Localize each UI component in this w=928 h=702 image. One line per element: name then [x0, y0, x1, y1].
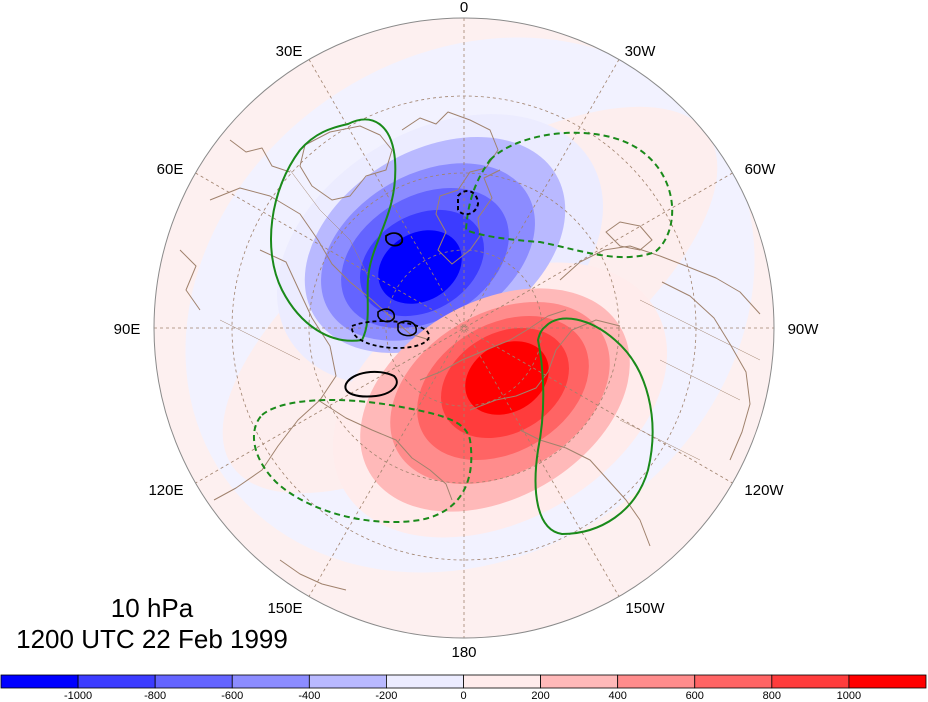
valid-time-label: 1200 UTC 22 Feb 1999 — [16, 624, 288, 654]
black-solid-tiny-2 — [397, 320, 417, 337]
lon-label-90e: 90E — [114, 321, 141, 338]
colorbar-tick-labels: -1000 -800 -600 -400 -200 0 200 400 600 800 1000 — [64, 690, 861, 702]
lon-label-30w: 30W — [625, 43, 657, 60]
political-borders — [219, 169, 761, 461]
colorbar-tick-label: 1000 — [837, 690, 861, 702]
longitude-labels: 0 30W 60W 90W 120W 150W 180 150E 120E 90… — [114, 0, 820, 661]
lon-label-120e: 120E — [148, 482, 183, 499]
globe-outline — [153, 17, 775, 639]
colorbar-tick-label: -800 — [144, 690, 166, 702]
green-dashed-contour-south — [252, 398, 473, 524]
lon-label-0: 0 — [460, 0, 468, 16]
colorbar-tick-label: -200 — [375, 690, 397, 702]
colorbar-tick-label: 0 — [460, 690, 466, 702]
colorbar: -1000 -800 -600 -400 -200 0 200 400 600 800 1000 — [0, 674, 927, 702]
negative-anomaly — [304, 136, 566, 354]
colorbar-tick-label: 800 — [763, 690, 781, 702]
colorbar-tick-label: -400 — [298, 690, 320, 702]
lon-label-120w: 120W — [744, 482, 784, 499]
anomaly-field — [154, 18, 774, 638]
lon-label-180: 180 — [451, 644, 476, 661]
lon-label-30e: 30E — [276, 43, 303, 60]
colorbar-box — [771, 674, 850, 689]
pos-ring-1000 — [465, 341, 549, 415]
colorbar-box — [463, 674, 541, 689]
black-solid-contour — [344, 370, 398, 398]
colorbar-tick-label: -1000 — [64, 690, 92, 702]
colorbar-box — [540, 674, 619, 689]
lon-label-60e: 60E — [157, 161, 184, 178]
colorbar-tick-label: 400 — [608, 690, 626, 702]
black-solid-small — [385, 232, 404, 247]
colorbar-box — [386, 674, 464, 689]
lon-label-150e: 150E — [267, 600, 302, 617]
colorbar-box — [308, 674, 387, 689]
colorbar-box — [231, 674, 310, 689]
lon-label-150w: 150W — [625, 600, 665, 617]
map-title: 10 hPa 1200 UTC 22 Feb 1999 — [16, 593, 288, 654]
green-solid-contour-east — [534, 317, 654, 536]
colorbar-tick-label: 600 — [686, 690, 704, 702]
colorbar-box — [77, 674, 156, 689]
lon-label-90w: 90W — [788, 321, 820, 338]
colorbar-box — [848, 674, 927, 689]
colorbar-box — [0, 674, 79, 689]
colorbar-box — [154, 674, 233, 689]
black-contours — [344, 189, 480, 398]
colorbar-box — [694, 674, 773, 689]
pressure-level-label: 10 hPa — [111, 593, 194, 623]
black-solid-tiny-1 — [377, 308, 396, 323]
globe — [153, 17, 775, 639]
colorbar-tick-label: -600 — [221, 690, 243, 702]
colorbar-boxes — [0, 674, 927, 689]
green-dashed-contour-north — [464, 131, 674, 259]
colorbar-box — [617, 674, 696, 689]
colorbar-tick-label: 200 — [531, 690, 549, 702]
black-dashed-contour-north — [457, 189, 480, 216]
lon-label-60w: 60W — [745, 161, 777, 178]
